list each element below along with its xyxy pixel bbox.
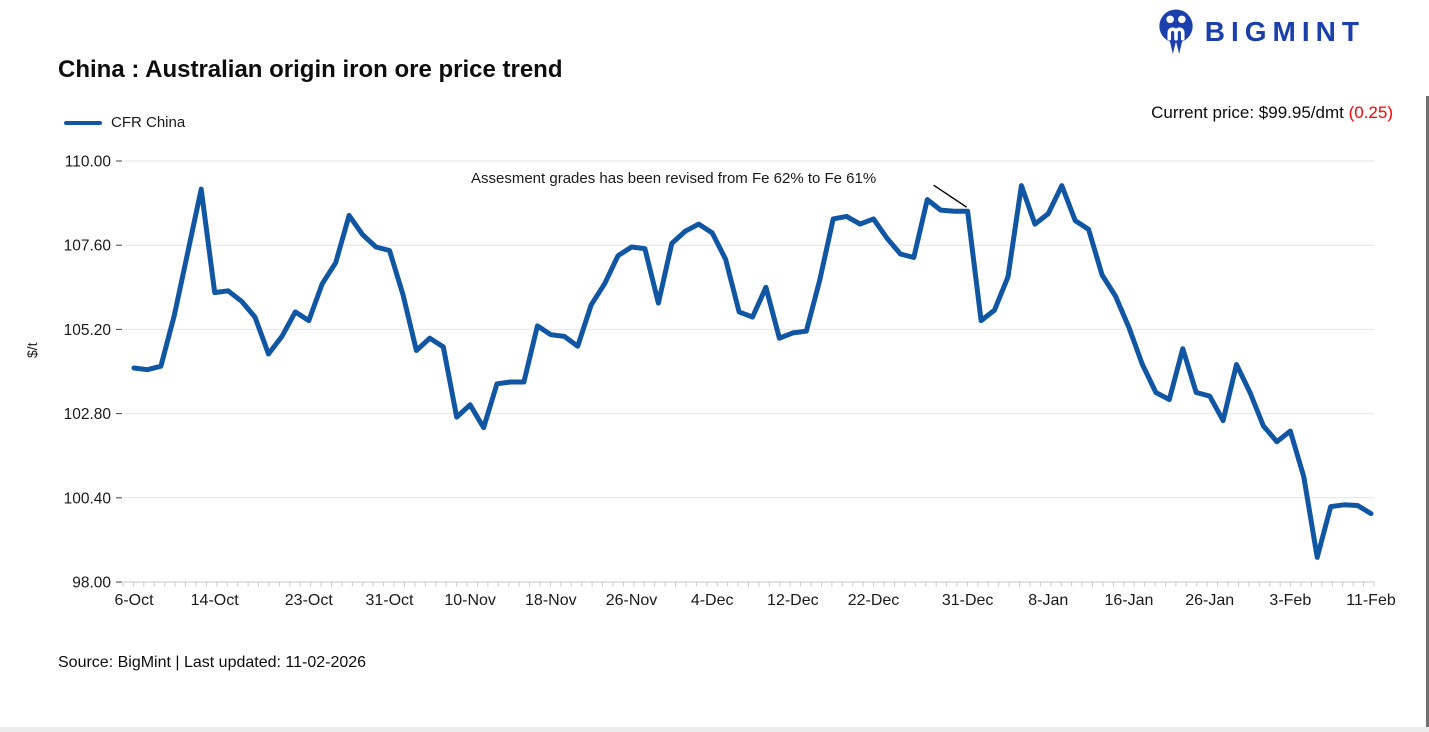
window-bottom-bar xyxy=(0,727,1429,732)
source-note: Source: BigMint | Last updated: 11-02-20… xyxy=(58,654,367,671)
annotation-leader-line xyxy=(933,184,968,208)
x-axis-label: 14-Oct xyxy=(191,592,240,609)
x-axis-label: 8-Jan xyxy=(1028,592,1068,609)
legend-label: CFR China xyxy=(111,114,186,131)
x-axis-label: 16-Jan xyxy=(1105,592,1154,609)
y-axis-label: 100.40 xyxy=(64,490,112,507)
legend-line-swatch xyxy=(64,120,102,125)
x-axis-label: 10-Nov xyxy=(444,592,496,609)
current-price-change: (0.25) xyxy=(1348,103,1393,122)
x-axis-label: 6-Oct xyxy=(114,592,154,609)
y-axis-label: 98.00 xyxy=(72,575,111,592)
current-price: Current price: $99.95/dmt (0.25) xyxy=(1151,103,1393,123)
x-axis-label: 26-Jan xyxy=(1185,592,1234,609)
price-line xyxy=(131,183,1374,560)
x-axis-label: 23-Oct xyxy=(285,592,334,609)
current-price-text: Current price: $99.95/dmt xyxy=(1151,103,1349,122)
window-edge xyxy=(1426,96,1429,732)
brand-logo: BIGMINT xyxy=(1158,8,1365,55)
y-axis-label: 102.80 xyxy=(64,406,112,423)
y-axis-label: 105.20 xyxy=(64,322,112,339)
y-axis-label: 107.60 xyxy=(64,238,112,255)
x-axis-label: 26-Nov xyxy=(606,592,658,609)
x-axis-label: 4-Dec xyxy=(691,592,734,609)
chart-annotation: Assesment grades has been revised from F… xyxy=(471,170,877,187)
x-axis-label: 3-Feb xyxy=(1269,592,1311,609)
brand-name: BIGMINT xyxy=(1204,15,1365,47)
x-axis-label: 12-Dec xyxy=(767,592,819,609)
x-axis-label: 22-Dec xyxy=(848,592,900,609)
x-axis-label: 31-Dec xyxy=(942,592,994,609)
chart-title: China : Australian origin iron ore price… xyxy=(58,56,563,83)
y-axis-label: 110.00 xyxy=(65,154,112,171)
x-axis-label: 31-Oct xyxy=(365,592,414,609)
bigmint-logo-icon xyxy=(1159,9,1193,54)
x-axis-label: 18-Nov xyxy=(525,592,577,609)
legend: CFR China xyxy=(64,114,185,131)
x-axis-label: 11-Feb xyxy=(1346,592,1396,609)
